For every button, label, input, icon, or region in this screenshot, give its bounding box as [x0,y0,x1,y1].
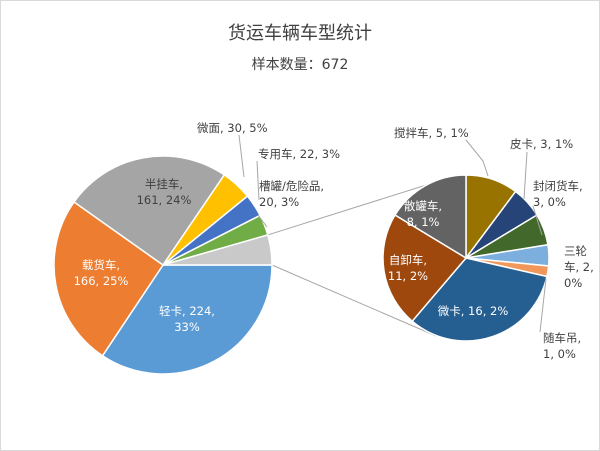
data-label-line: 专用车, 22, 3% [258,147,340,161]
data-label-line: 1, 0% [543,347,576,361]
leader-line [532,205,543,236]
slice-微卡 [411,257,548,342]
leader-line [465,139,489,177]
data-label-line: 搅拌车, 5, 1% [394,126,469,140]
data-label-line: 封闭货车, [533,179,583,193]
data-label-line: 11, 2% [388,269,428,283]
data-label-line: 20, 3% [259,195,299,209]
data-label-line: 161, 24% [137,193,192,207]
leader-line [256,160,260,201]
data-label-line: 半挂车, [145,177,183,191]
data-label-line: 自卸车, [389,253,427,267]
data-label: 自卸车, 11, 2% [388,253,428,283]
data-label: 皮卡, 3, 1% [510,137,573,151]
data-labels: 轻卡, 224, 33% 载货车, 166, 25% 半挂车, 161, 24% 微面, 3… [74,121,594,361]
data-label-line: 0% [564,276,582,290]
secondary-pie [382,174,550,342]
data-label-line: 166, 25% [74,274,129,288]
data-label-line: 轻卡, 224, [159,304,215,318]
data-label: 半挂车, 161, 24% [137,177,192,207]
leader-line [257,214,268,228]
chart-title: 货运车辆车型统计 [228,23,372,44]
data-label: 散罐车, 8, 1% [404,199,442,229]
chart-subtitle: 样本数量：672 [252,57,349,73]
leader-line [238,134,245,178]
data-label: 微卡, 16, 2% [438,304,509,318]
data-label-line: 33% [174,320,200,334]
data-label: 专用车, 22, 3% [258,147,340,161]
data-label: 搅拌车, 5, 1% [394,126,469,140]
slice-自卸车 [382,213,468,323]
leader-line [523,151,528,200]
data-label-line: 车, 2, [564,260,594,274]
data-label-line: 微面, 30, 5% [197,121,268,135]
data-label-line: 载货车, [82,258,120,272]
data-label-line: 散罐车, [404,199,442,213]
data-label: 槽罐/危险品, 20, 3% [259,179,324,209]
data-label-line: 8, 1% [407,215,440,229]
main-pie [53,155,273,375]
data-label-line: 三轮 [564,244,587,258]
data-label: 封闭货车, 3, 0% [533,179,583,209]
data-label: 三轮车, 2, 0% [564,244,594,290]
slice-半挂车 [73,155,226,267]
data-label-line: 微卡, 16, 2% [438,304,509,318]
leader-line [539,278,547,333]
data-label: 载货车, 166, 25% [74,258,129,288]
data-label-line: 槽罐/危险品, [259,179,324,193]
connector-line-bottom [271,264,437,337]
slice-散罐车 [393,174,467,260]
data-label: 轻卡, 224, 33% [159,304,215,334]
data-label-line: 3, 0% [533,195,566,209]
slice-载货车 [53,200,165,357]
data-label: 微面, 30, 5% [197,121,268,135]
slice-其他 [162,234,273,266]
data-label-line: 皮卡, 3, 1% [510,137,573,151]
data-label: 随车吊, 1, 0% [543,331,581,361]
data-label-line: 随车吊, [543,331,581,345]
